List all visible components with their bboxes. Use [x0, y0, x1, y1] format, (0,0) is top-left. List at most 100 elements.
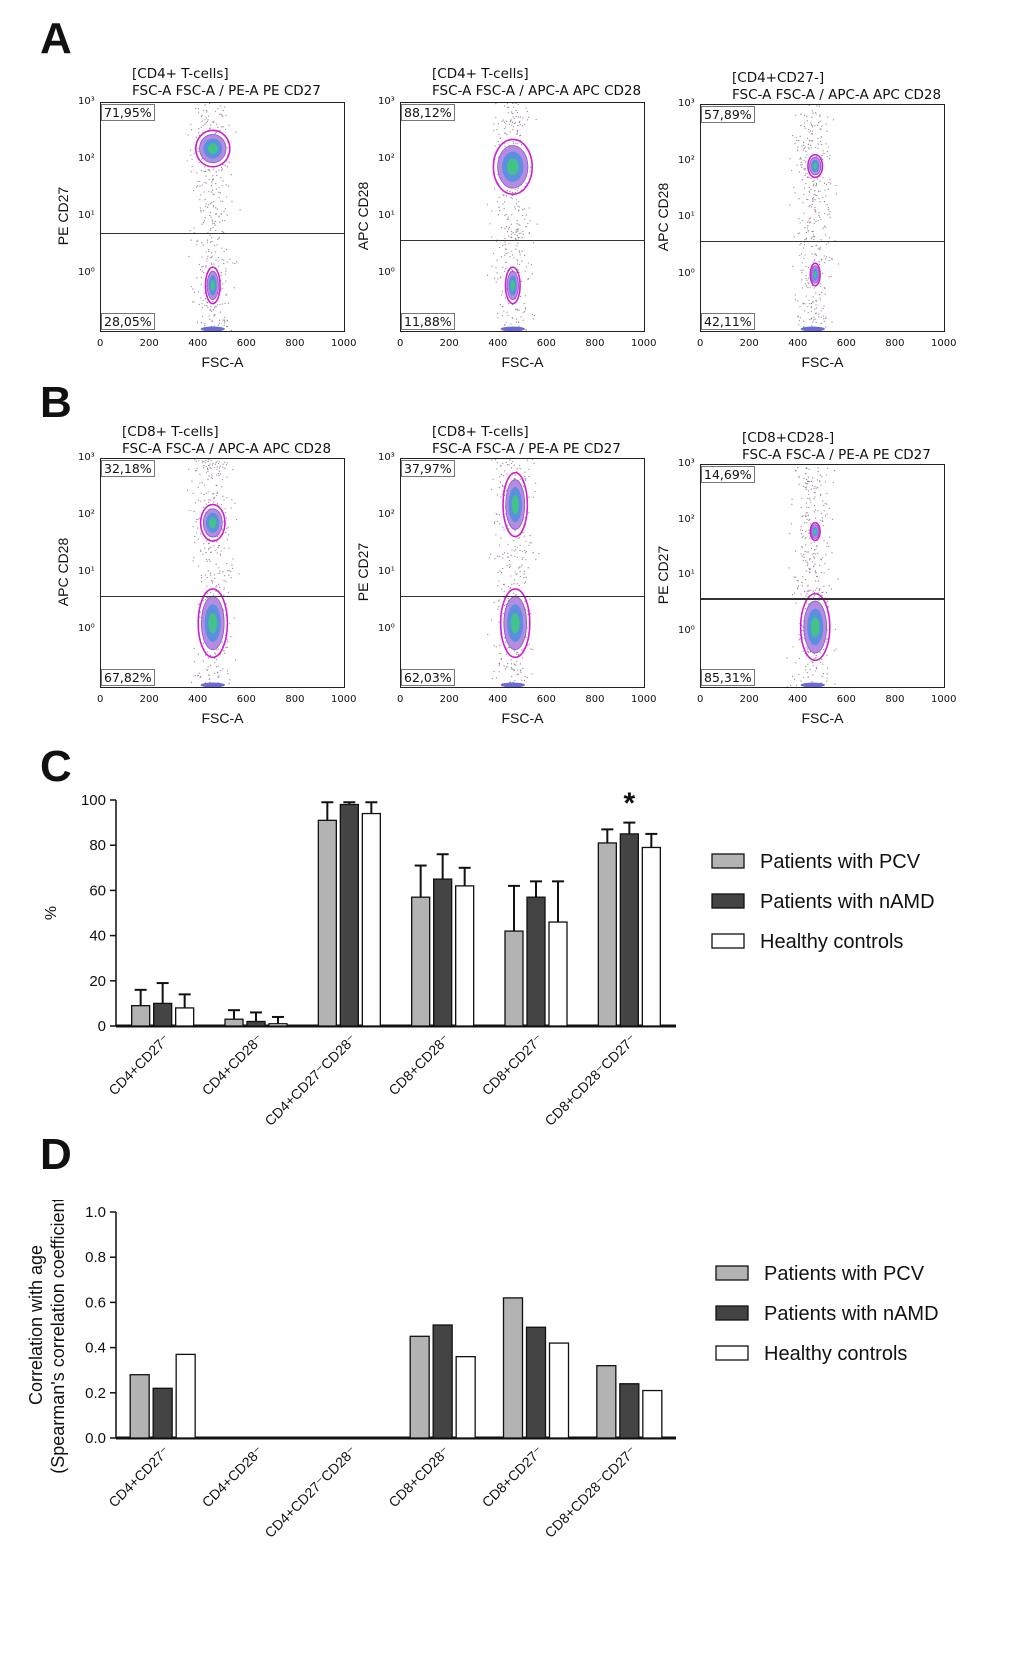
scatter-dot	[516, 583, 518, 585]
scatter-dot	[200, 533, 202, 535]
scatter-dot	[811, 116, 813, 118]
bar	[409, 1335, 430, 1439]
scatter-dot	[224, 512, 227, 514]
flow-y-axis-title: PE CD27	[55, 186, 71, 246]
scatter-dot	[807, 514, 810, 516]
scatter-dot	[505, 261, 507, 263]
scatter-dot	[513, 122, 515, 125]
scatter-dot	[803, 257, 805, 260]
scatter-dot	[214, 220, 216, 223]
flow-x-tick: 1000	[931, 694, 957, 705]
scatter-dot	[230, 329, 232, 331]
scatter-dot	[221, 641, 223, 643]
scatter-dot	[515, 142, 517, 144]
scatter-dot	[523, 573, 525, 575]
scatter-dot	[223, 231, 225, 234]
lower-population-contour	[799, 592, 831, 662]
legend-label: Healthy controls	[764, 1343, 907, 1365]
scatter-dot	[518, 237, 520, 239]
scatter-dot	[219, 572, 221, 574]
scatter-dot	[800, 158, 802, 160]
scatter-dot	[818, 261, 820, 263]
scatter-dot	[203, 170, 205, 173]
scatter-dot	[508, 123, 510, 125]
scatter-dot	[533, 462, 535, 465]
y-tick-label: 60	[89, 882, 106, 899]
upper-gate-percent: 71,95%	[101, 104, 155, 121]
scatter-dot	[224, 652, 226, 654]
scatter-dot	[199, 482, 201, 484]
scatter-dot	[519, 464, 521, 466]
scatter-dot	[523, 485, 525, 487]
scatter-dot	[825, 592, 828, 594]
scatter-dot	[803, 147, 805, 150]
scatter-dot	[818, 122, 820, 124]
scatter-dot	[517, 143, 519, 145]
scatter-dot	[212, 594, 215, 596]
scatter-dot	[519, 251, 521, 253]
scatter-dot	[207, 570, 209, 572]
scatter-dot	[495, 534, 497, 536]
scatter-dot	[512, 681, 514, 683]
scatter-dot	[813, 319, 815, 321]
scatter-dot	[809, 191, 811, 193]
scatter-dot	[793, 186, 795, 188]
scatter-dot	[808, 559, 811, 561]
scatter-dot	[220, 200, 222, 202]
scatter-dot	[528, 475, 530, 478]
scatter-dot	[197, 240, 199, 242]
flow-x-axis-title: FSC-A	[501, 710, 544, 726]
scatter-dot	[812, 200, 814, 202]
flow-x-tick: 400	[788, 694, 808, 705]
scatter-dot	[822, 525, 824, 527]
scatter-dot	[800, 680, 802, 682]
scatter-dot	[224, 128, 226, 130]
scatter-dot	[806, 120, 809, 122]
flow-x-tick: 1000	[331, 694, 357, 705]
scatter-dot	[517, 124, 519, 126]
scatter-dot	[815, 654, 817, 657]
bar	[596, 1365, 617, 1439]
scatter-dot	[517, 230, 519, 232]
scatter-dot	[818, 316, 820, 318]
scatter-dot	[213, 314, 216, 316]
scatter-dot	[501, 493, 503, 495]
scatter-dot	[804, 666, 807, 668]
scatter-dot	[516, 308, 518, 310]
bar	[619, 833, 639, 1027]
scatter-dot	[826, 503, 828, 505]
scatter-dot	[507, 314, 509, 316]
scatter-dot	[810, 140, 813, 142]
flow-x-tick: 800	[585, 338, 605, 349]
scatter-dot	[209, 318, 211, 320]
scatter-dot	[826, 513, 828, 515]
scatter-dot	[230, 636, 232, 638]
scatter-dot	[489, 223, 491, 225]
scatter-dot	[202, 553, 204, 555]
scatter-dot	[803, 477, 805, 480]
scatter-dot	[509, 565, 511, 567]
scatter-dot	[206, 597, 208, 599]
scatter-dot	[826, 680, 828, 682]
scatter-dot	[811, 681, 813, 683]
scatter-dot	[823, 152, 825, 154]
scatter-dot	[809, 217, 812, 219]
scatter-dot	[496, 272, 498, 274]
scatter-dot	[816, 587, 818, 589]
scatter-dot	[528, 512, 530, 514]
scatter-dot	[803, 247, 805, 249]
scatter-dot	[523, 582, 525, 584]
scatter-dot	[803, 125, 805, 128]
scatter-dot	[826, 130, 828, 133]
scatter-dot	[230, 576, 232, 579]
scatter-dot	[208, 501, 210, 503]
scatter-dot	[824, 262, 826, 264]
scatter-dot	[811, 133, 814, 135]
scatter-dot	[812, 321, 814, 323]
scatter-dot	[211, 310, 213, 312]
scatter-dot	[522, 667, 524, 669]
scatter-dot	[500, 276, 502, 278]
scatter-dot	[812, 199, 814, 201]
scatter-dot	[510, 119, 512, 121]
scatter-dot	[227, 591, 229, 594]
